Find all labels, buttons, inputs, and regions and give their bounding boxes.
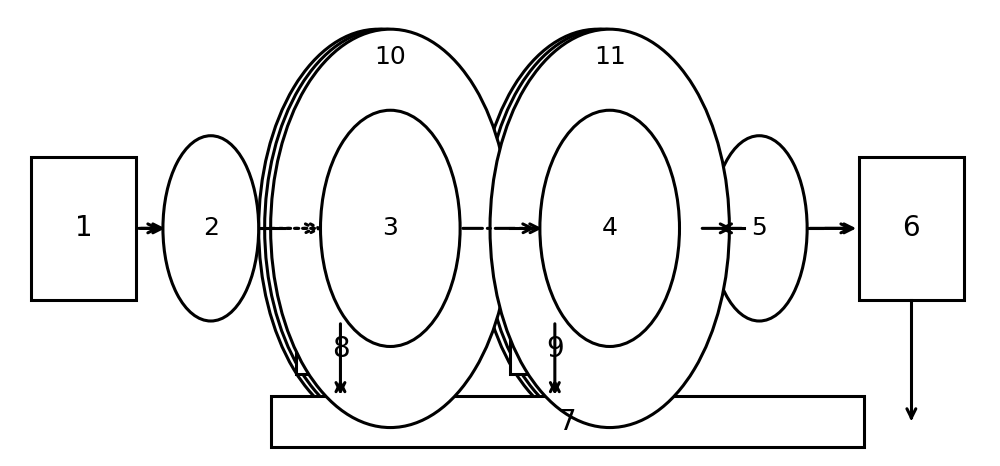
Text: 8: 8 [332, 335, 349, 363]
Bar [296, 323, 385, 374]
Ellipse shape [484, 29, 723, 427]
Bar [271, 396, 864, 447]
Ellipse shape [320, 110, 460, 347]
Bar [859, 157, 964, 300]
Text: 9: 9 [546, 335, 564, 363]
Ellipse shape [271, 29, 510, 427]
Ellipse shape [478, 29, 717, 427]
Text: 10: 10 [374, 45, 406, 69]
Ellipse shape [711, 136, 807, 321]
Text: 11: 11 [594, 45, 626, 69]
Ellipse shape [265, 29, 504, 427]
Text: 2: 2 [203, 216, 219, 240]
Text: 3: 3 [382, 216, 398, 240]
Text: 6: 6 [903, 214, 920, 242]
Ellipse shape [163, 136, 259, 321]
Ellipse shape [540, 110, 680, 347]
Bar [31, 157, 136, 300]
Text: 7: 7 [558, 408, 576, 436]
Text: 1: 1 [75, 214, 92, 242]
Ellipse shape [259, 29, 498, 427]
Bar [510, 323, 600, 374]
Text: 4: 4 [602, 216, 618, 240]
Text: 5: 5 [751, 216, 767, 240]
Ellipse shape [490, 29, 729, 427]
